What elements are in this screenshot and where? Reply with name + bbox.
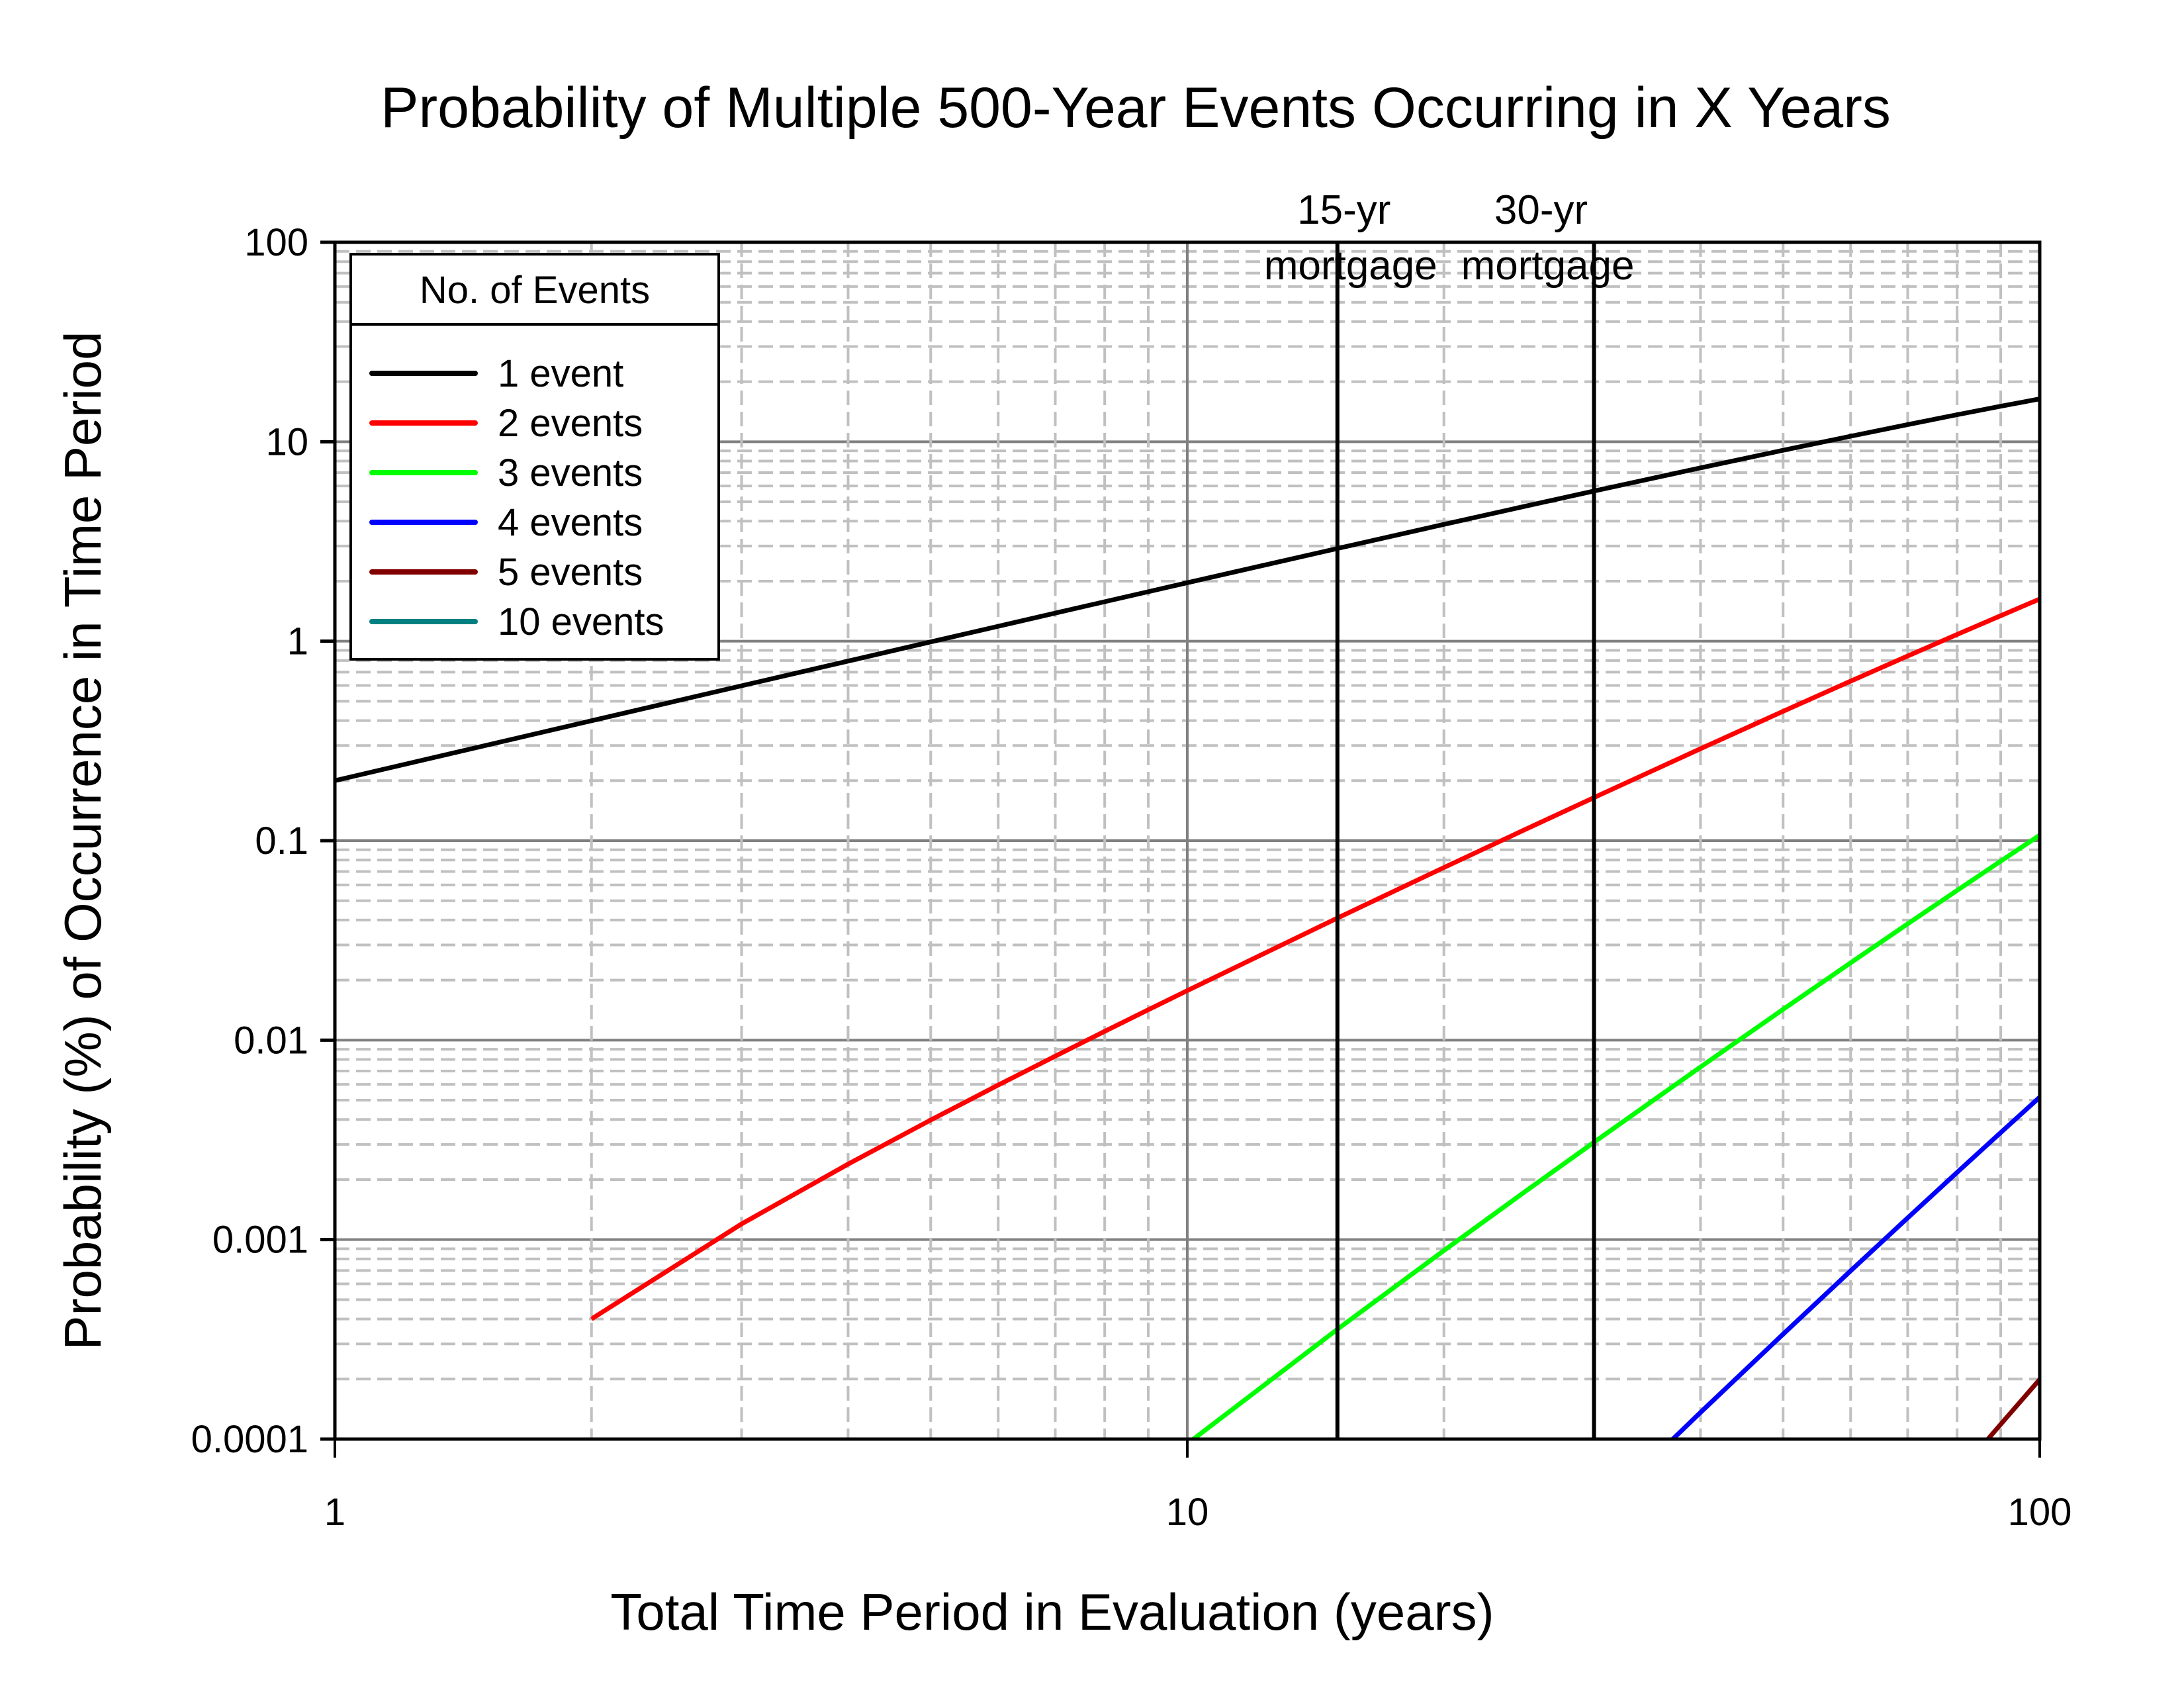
y-axis-label: Probability (%) of Occurrence in Time Pe…	[54, 332, 112, 1350]
legend-label: 2 events	[498, 402, 643, 445]
reference-label: mortgage	[1264, 243, 1437, 289]
grid	[334, 241, 2041, 1440]
y-tick-label: 100	[244, 221, 308, 264]
x-tick-label: 100	[2008, 1491, 2072, 1534]
axis-ticks: 100 10 1 0.1 0.01 0.001 0.0001 1 10 100	[191, 221, 2072, 1534]
reference-label: mortgage	[1461, 243, 1635, 289]
x-tick-label: 1	[324, 1491, 345, 1534]
y-tick-label: 0.0001	[191, 1418, 308, 1461]
legend-label: 1 event	[498, 352, 623, 395]
chart-title: Probability of Multiple 500-Year Events …	[381, 76, 1891, 140]
legend: No. of Events 1 event 2 events 3 events 4 e…	[349, 253, 720, 661]
series-line-3-events	[1189, 833, 2040, 1439]
series-line-5-events	[1985, 1378, 2040, 1439]
legend-label: 5 events	[498, 551, 643, 594]
series-line-2-events	[590, 596, 2040, 1321]
legend-title: No. of Events	[420, 269, 650, 312]
legend-label: 4 events	[498, 501, 643, 544]
reference-lines: 15-yr mortgage 30-yr mortgage	[1264, 187, 1635, 1439]
plot-frame	[333, 240, 2042, 1441]
reference-label: 15-yr	[1297, 187, 1390, 233]
legend-box	[349, 253, 720, 661]
x-axis-label: Total Time Period in Evaluation (years)	[610, 1583, 1494, 1641]
reference-label: 30-yr	[1494, 187, 1588, 233]
series-line-4-events	[1669, 1095, 2040, 1439]
y-tick-label: 1	[287, 620, 308, 663]
y-tick-label: 0.001	[212, 1219, 308, 1262]
legend-label: 10 events	[498, 600, 664, 643]
y-tick-label: 10	[265, 420, 308, 463]
y-tick-label: 0.1	[255, 819, 308, 863]
legend-label: 3 events	[498, 451, 643, 494]
y-tick-label: 0.01	[234, 1019, 308, 1062]
x-tick-label: 10	[1166, 1491, 1209, 1534]
